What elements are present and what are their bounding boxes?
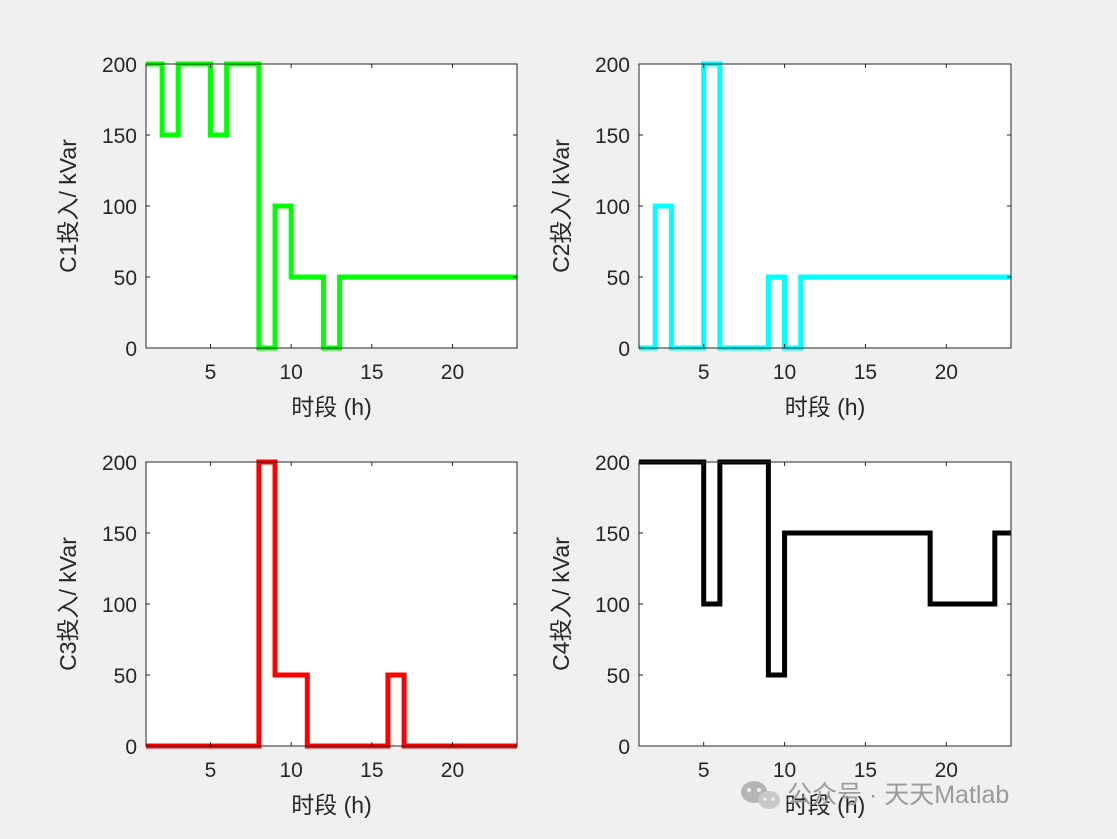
y-tick-label: 150: [102, 523, 137, 546]
y-tick-label: 0: [125, 736, 137, 759]
x-tick-label: 10: [279, 759, 302, 782]
y-tick-label: 50: [607, 665, 630, 688]
x-tick-label: 5: [205, 361, 217, 384]
x-tick-label: 20: [935, 361, 958, 384]
series-line-4: [639, 459, 1011, 678]
x-axis-label-1: 时段 (h): [291, 394, 372, 420]
y-tick-label: 200: [102, 54, 137, 77]
x-tick-label: 10: [279, 361, 302, 384]
y-tick-label: 200: [595, 54, 630, 77]
y-axis-label-3: C3投入/ kVar: [55, 537, 81, 671]
y-tick-label: 150: [595, 523, 630, 546]
x-tick-label: 20: [441, 361, 464, 384]
y-tick-label: 150: [102, 125, 137, 148]
y-tick-label: 100: [595, 594, 630, 617]
x-axis-label-4: 时段 (h): [785, 792, 866, 818]
y-tick-label: 50: [114, 665, 137, 688]
y-tick-label: 50: [114, 267, 137, 290]
y-tick-label: 100: [102, 196, 137, 219]
x-tick-label: 20: [441, 759, 464, 782]
watermark: 公众号 · 天天Matlab: [741, 781, 1009, 809]
x-tick-label: 10: [773, 361, 796, 384]
y-tick-label: 100: [102, 594, 137, 617]
y-axis-label-2: C2投入/ kVar: [548, 139, 574, 273]
x-tick-label: 5: [698, 759, 710, 782]
y-axis-label-1: C1投入/ kVar: [55, 139, 81, 273]
x-tick-label: 15: [360, 361, 383, 384]
y-tick-label: 0: [125, 338, 137, 361]
x-tick-label: 20: [935, 759, 958, 782]
y-tick-label: 150: [595, 125, 630, 148]
x-tick-label: 15: [854, 759, 877, 782]
y-tick-label: 100: [595, 196, 630, 219]
x-tick-label: 5: [205, 759, 217, 782]
x-tick-label: 10: [773, 759, 796, 782]
x-axis-label-2: 时段 (h): [785, 394, 866, 420]
y-axis-label-4: C4投入/ kVar: [548, 537, 574, 671]
x-tick-label: 15: [854, 361, 877, 384]
y-tick-label: 50: [607, 267, 630, 290]
wechat-icon: [741, 781, 780, 809]
x-tick-label: 5: [698, 361, 710, 384]
watermark-text: 公众号 · 天天Matlab: [787, 781, 1009, 809]
x-axis-label-3: 时段 (h): [291, 792, 372, 818]
y-tick-label: 200: [595, 452, 630, 475]
y-tick-label: 0: [618, 736, 630, 759]
x-tick-label: 15: [360, 759, 383, 782]
y-tick-label: 200: [102, 452, 137, 475]
y-tick-label: 0: [618, 338, 630, 361]
